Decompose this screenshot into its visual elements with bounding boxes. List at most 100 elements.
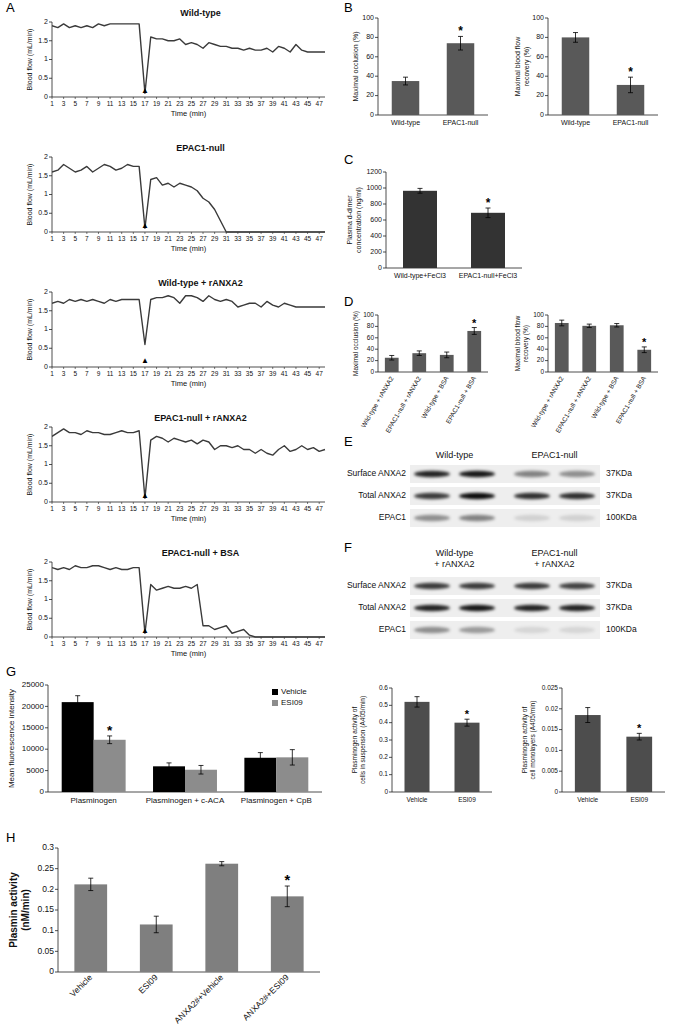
x-tick	[261, 97, 262, 99]
x-tick	[307, 367, 308, 369]
category-label: Wild-type + BSA	[420, 374, 451, 420]
y-tick	[375, 115, 378, 116]
y-tick-label: 0	[49, 966, 54, 976]
y-tick	[49, 618, 52, 619]
blot-row-label: Surface ANXA2	[347, 580, 406, 590]
line-chart: EPAC1-null00.511.52135791113151719212325…	[26, 143, 325, 253]
y-tick-label: 2	[44, 153, 48, 160]
blot-size-label: 37KDa	[606, 490, 632, 500]
bar	[440, 355, 454, 372]
x-tick-label: 9	[97, 235, 101, 242]
x-tick	[191, 637, 192, 639]
x-tick-label: 33	[234, 100, 242, 107]
error-cap	[585, 707, 590, 708]
y-tick	[49, 175, 52, 176]
error-stem	[169, 763, 170, 770]
error-cap	[444, 352, 449, 353]
y-tick-label: 0.01	[545, 746, 558, 753]
bar-chart: 020406080100Maximal occlusion (%)Wild-ty…	[352, 311, 488, 434]
bar	[205, 864, 238, 972]
x-tick-label: 39	[269, 370, 277, 377]
y-tick	[545, 56, 548, 57]
y-axis-label: cell monolayers (A405/min)	[529, 701, 537, 780]
x-tick-label: 15	[130, 100, 138, 107]
error-cap	[573, 42, 578, 43]
bar	[385, 358, 399, 372]
y-tick	[383, 204, 386, 205]
x-tick	[307, 97, 308, 99]
y-tick-label: 1200	[366, 168, 382, 175]
x-tick-label: 5	[73, 640, 77, 647]
error-bar	[285, 886, 290, 907]
significance-mark: *	[465, 708, 470, 720]
x-tick-label: 9	[97, 100, 101, 107]
blot-band	[459, 583, 495, 589]
bar-chart: 020406080100Maximal occlusion (%)Wild-ty…	[352, 14, 488, 127]
injury-marker: ▲	[141, 491, 149, 500]
x-tick	[179, 502, 180, 504]
y-tick-label: 60	[537, 334, 545, 341]
x-tick-label: 43	[292, 370, 300, 377]
x-tick	[226, 637, 227, 639]
category-label: Vehicle	[68, 972, 95, 999]
x-tick	[261, 367, 262, 369]
error-stem	[575, 33, 576, 43]
x-tick-label: 45	[304, 235, 312, 242]
x-tick	[307, 502, 308, 504]
y-tick	[559, 771, 562, 772]
y-tick-label: 1.5	[38, 172, 48, 179]
bar	[74, 884, 107, 972]
category-label: EPAC1-null + rANXA2	[554, 375, 592, 434]
y-tick-label: 0.4	[379, 718, 388, 725]
y-tick-label: 5000	[26, 766, 44, 775]
y-axis-label: (nM/min)	[20, 889, 31, 931]
x-tick	[191, 367, 192, 369]
x-tick-label: 3	[62, 235, 66, 242]
x-tick	[52, 232, 53, 234]
x-tick	[156, 97, 157, 99]
line-chart: Wild-type + rANXA200.511.521357911131517…	[26, 278, 325, 388]
bar	[455, 723, 480, 792]
y-tick-label: 40	[366, 72, 374, 79]
panel-label: D	[344, 294, 353, 309]
x-tick	[295, 367, 296, 369]
x-tick	[191, 502, 192, 504]
y-tick	[545, 18, 548, 19]
blot-size-label: 37KDa	[606, 468, 632, 478]
significance-mark: *	[472, 317, 477, 329]
x-tick	[203, 637, 204, 639]
y-tick	[49, 232, 52, 233]
x-tick-label: 29	[211, 100, 219, 107]
plot-area	[52, 566, 325, 637]
x-tick-label: 5	[73, 100, 77, 107]
data-line	[52, 24, 325, 93]
blot-band	[459, 627, 495, 633]
y-tick-label: 0	[44, 363, 48, 370]
y-tick-label: 20	[537, 356, 545, 363]
x-tick-label: 45	[304, 640, 312, 647]
y-tick-label: 0.25	[37, 863, 54, 873]
x-tick-label: 33	[234, 505, 242, 512]
x-tick	[203, 367, 204, 369]
blot-band	[459, 471, 495, 477]
blot-band	[559, 471, 595, 477]
y-axis-label: Plasma d-dimer	[346, 195, 353, 245]
x-tick	[98, 97, 99, 99]
x-tick-label: 13	[118, 640, 126, 647]
blot-band	[559, 583, 595, 589]
category-label: Plasminogen + c-ACA	[146, 796, 225, 805]
x-tick-label: 13	[118, 370, 126, 377]
y-tick	[45, 727, 48, 728]
x-tick	[249, 367, 250, 369]
x-tick-label: 17	[141, 370, 149, 377]
x-tick-label: 41	[281, 100, 289, 107]
x-tick	[133, 367, 134, 369]
error-bar	[628, 77, 633, 93]
blot-band	[459, 515, 495, 521]
x-tick-label: 45	[304, 370, 312, 377]
y-tick-label: 0	[540, 368, 544, 375]
x-tick	[179, 232, 180, 234]
plot-area	[52, 296, 325, 345]
x-tick-label: 21	[165, 640, 173, 647]
y-tick	[45, 749, 48, 750]
